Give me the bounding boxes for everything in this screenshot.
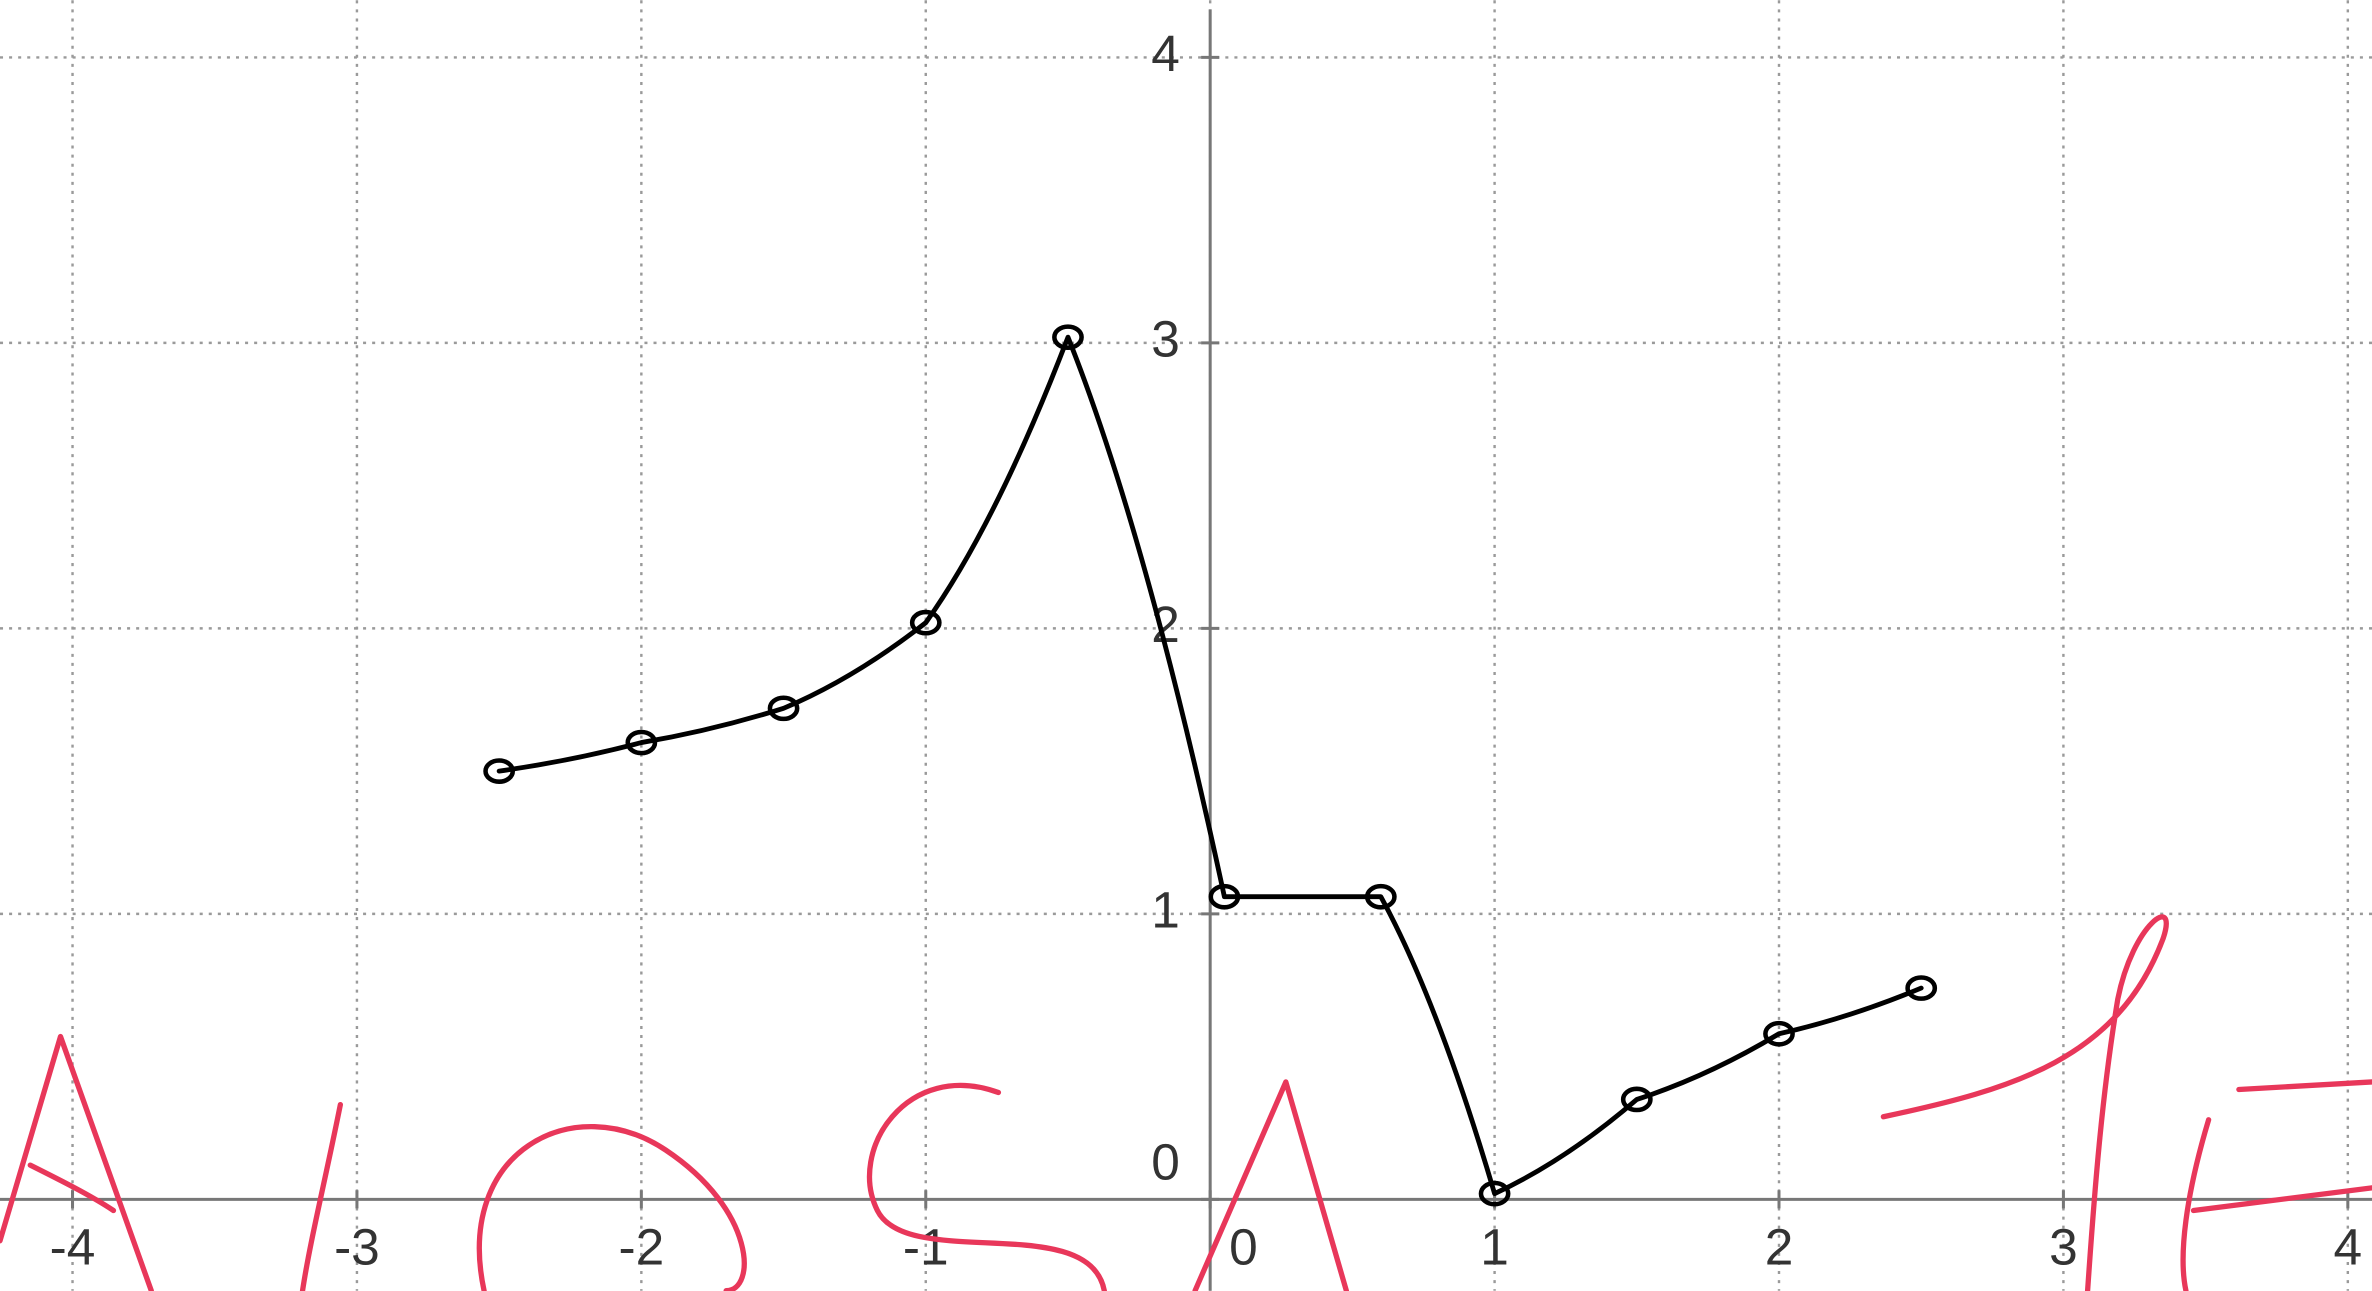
x-tick-label: 3: [2049, 1217, 2078, 1275]
point-marker: [1052, 324, 1084, 351]
x-tick-label: 4: [2334, 1217, 2363, 1275]
y-tick-label: 4: [1151, 24, 1180, 82]
x-tick-label: 2: [1765, 1217, 1794, 1275]
point-marker: [625, 729, 658, 756]
scribble: [866, 1082, 1107, 1291]
point-marker: [1905, 975, 1938, 1001]
x-tick-label: -3: [334, 1217, 380, 1275]
scribble: [299, 1101, 344, 1291]
scribble: [476, 1124, 747, 1291]
point-marker: [909, 609, 942, 636]
point-marker: [1478, 1180, 1511, 1207]
data-layer: [483, 324, 1938, 1207]
x-tick-label: 0: [1229, 1217, 1258, 1275]
scribble: [1880, 914, 2169, 1291]
handwriting: [0, 914, 2372, 1291]
scribble: [2180, 1079, 2372, 1291]
x-tick-label: -1: [903, 1217, 949, 1275]
point-marker: [483, 758, 516, 784]
y-tick-label: 0: [1151, 1133, 1180, 1191]
x-tick-label: 1: [1480, 1217, 1509, 1275]
y-tick-label: 3: [1151, 309, 1180, 367]
scribble: [1192, 1079, 1349, 1291]
point-marker: [767, 695, 800, 722]
scribble: [0, 1033, 154, 1291]
point-marker: [1208, 883, 1241, 910]
curve: [496, 334, 1924, 1197]
y-tick-label: 1: [1151, 880, 1180, 938]
x-tick-label: -2: [618, 1217, 664, 1275]
point-marker: [1620, 1086, 1653, 1113]
point-marker: [1763, 1020, 1795, 1047]
point-marker: [1364, 883, 1397, 910]
x-tick-label: -4: [50, 1217, 96, 1275]
